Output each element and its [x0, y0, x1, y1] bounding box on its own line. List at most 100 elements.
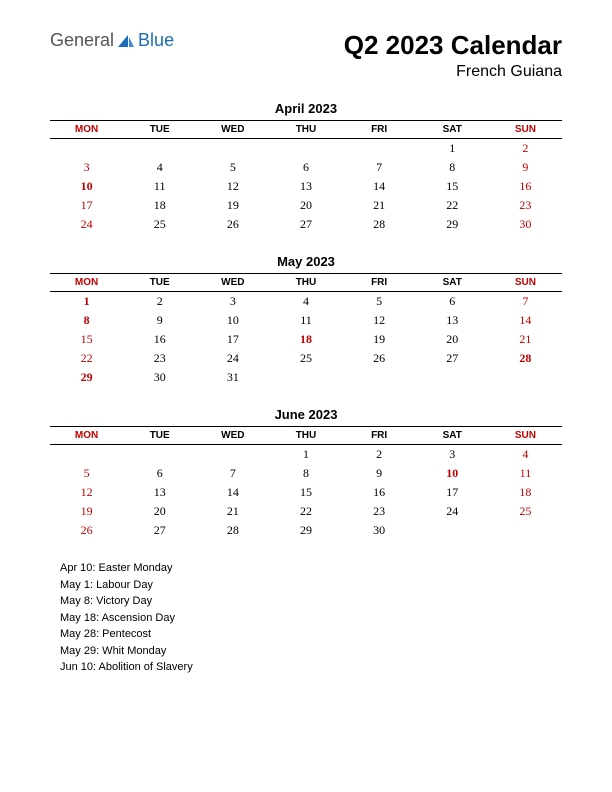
calendar-cell: 22 — [50, 349, 123, 368]
header: General Blue Q2 2023 Calendar French Gui… — [50, 30, 562, 81]
title-block: Q2 2023 Calendar French Guiana — [344, 30, 562, 81]
calendar-cell: 14 — [489, 311, 562, 330]
calendar-cell: 8 — [50, 311, 123, 330]
calendar-cell: 15 — [50, 330, 123, 349]
calendar-row: 1234 — [50, 445, 562, 465]
calendar-cell — [123, 445, 196, 465]
calendar-cell: 10 — [416, 464, 489, 483]
calendar-cell: 2 — [489, 139, 562, 159]
holiday-item: May 29: Whit Monday — [60, 643, 562, 660]
calendar-cell: 2 — [123, 292, 196, 312]
calendar-cell: 23 — [123, 349, 196, 368]
calendar-cell: 7 — [196, 464, 269, 483]
calendar-cell: 30 — [489, 215, 562, 234]
calendar-row: 12 — [50, 139, 562, 159]
calendar-cell: 30 — [343, 521, 416, 540]
calendar-cell: 3 — [416, 445, 489, 465]
day-header: SAT — [416, 274, 489, 292]
calendar-cell: 18 — [123, 196, 196, 215]
calendar-row: 15161718192021 — [50, 330, 562, 349]
day-header: WED — [196, 121, 269, 139]
day-header: MON — [50, 121, 123, 139]
calendar-cell: 20 — [269, 196, 342, 215]
calendar-cell: 1 — [416, 139, 489, 159]
calendar-cell: 17 — [416, 483, 489, 502]
calendar-cell: 12 — [343, 311, 416, 330]
day-header: THU — [269, 274, 342, 292]
calendar-row: 17181920212223 — [50, 196, 562, 215]
calendar-cell — [489, 521, 562, 540]
day-header: WED — [196, 274, 269, 292]
calendar-cell: 5 — [196, 158, 269, 177]
calendar-cell: 5 — [343, 292, 416, 312]
day-header: TUE — [123, 427, 196, 445]
day-header: FRI — [343, 274, 416, 292]
calendar-cell: 28 — [343, 215, 416, 234]
calendar-cell: 29 — [269, 521, 342, 540]
calendar-cell: 18 — [489, 483, 562, 502]
calendar-cell: 25 — [123, 215, 196, 234]
calendar-cell: 25 — [489, 502, 562, 521]
calendar-row: 22232425262728 — [50, 349, 562, 368]
calendar-cell: 11 — [489, 464, 562, 483]
calendar-row: 24252627282930 — [50, 215, 562, 234]
calendar-cell: 18 — [269, 330, 342, 349]
calendar-cell: 1 — [50, 292, 123, 312]
calendar-cell: 28 — [489, 349, 562, 368]
holiday-item: May 1: Labour Day — [60, 577, 562, 594]
month-title: April 2023 — [50, 101, 562, 116]
logo-text-general: General — [50, 30, 114, 51]
day-header: THU — [269, 121, 342, 139]
calendar-cell — [343, 139, 416, 159]
calendar-cell: 6 — [269, 158, 342, 177]
calendar-cell — [50, 139, 123, 159]
month-block: May 2023MONTUEWEDTHUFRISATSUN12345678910… — [50, 254, 562, 387]
logo-text-blue: Blue — [138, 30, 174, 51]
calendar-row: 12131415161718 — [50, 483, 562, 502]
calendar-cell: 10 — [50, 177, 123, 196]
calendar-cell: 31 — [196, 368, 269, 387]
holiday-item: May 18: Ascension Day — [60, 610, 562, 627]
page-subtitle: French Guiana — [344, 63, 562, 81]
calendar-cell — [123, 139, 196, 159]
calendar-cell: 14 — [196, 483, 269, 502]
calendar-row: 293031 — [50, 368, 562, 387]
calendar-cell: 21 — [343, 196, 416, 215]
calendar-cell: 13 — [416, 311, 489, 330]
calendar-cell — [196, 445, 269, 465]
calendar-cell — [343, 368, 416, 387]
calendar-cell: 12 — [196, 177, 269, 196]
calendar-cell: 9 — [123, 311, 196, 330]
calendar-cell: 16 — [343, 483, 416, 502]
day-header: MON — [50, 274, 123, 292]
day-header: SUN — [489, 121, 562, 139]
holiday-list: Apr 10: Easter MondayMay 1: Labour DayMa… — [50, 560, 562, 676]
calendar-cell: 27 — [269, 215, 342, 234]
calendar-row: 567891011 — [50, 464, 562, 483]
calendar-cell: 11 — [123, 177, 196, 196]
calendar-row: 10111213141516 — [50, 177, 562, 196]
calendar-cell: 16 — [489, 177, 562, 196]
month-title: May 2023 — [50, 254, 562, 269]
day-header: TUE — [123, 274, 196, 292]
calendar-cell: 23 — [489, 196, 562, 215]
calendar-cell: 26 — [196, 215, 269, 234]
calendar-cell: 7 — [489, 292, 562, 312]
calendar-cell — [196, 139, 269, 159]
calendar-cell: 6 — [123, 464, 196, 483]
calendar-cell: 14 — [343, 177, 416, 196]
month-block: April 2023MONTUEWEDTHUFRISATSUN123456789… — [50, 101, 562, 234]
calendar-cell: 9 — [489, 158, 562, 177]
day-header: TUE — [123, 121, 196, 139]
calendar-table: MONTUEWEDTHUFRISATSUN1234567891011121314… — [50, 426, 562, 540]
calendar-cell: 8 — [269, 464, 342, 483]
calendar-cell: 23 — [343, 502, 416, 521]
month-title: June 2023 — [50, 407, 562, 422]
calendar-cell: 19 — [343, 330, 416, 349]
calendar-cell: 3 — [50, 158, 123, 177]
calendar-cell: 17 — [196, 330, 269, 349]
calendar-cell: 4 — [269, 292, 342, 312]
calendar-cell: 26 — [50, 521, 123, 540]
day-header: FRI — [343, 121, 416, 139]
calendar-cell — [489, 368, 562, 387]
